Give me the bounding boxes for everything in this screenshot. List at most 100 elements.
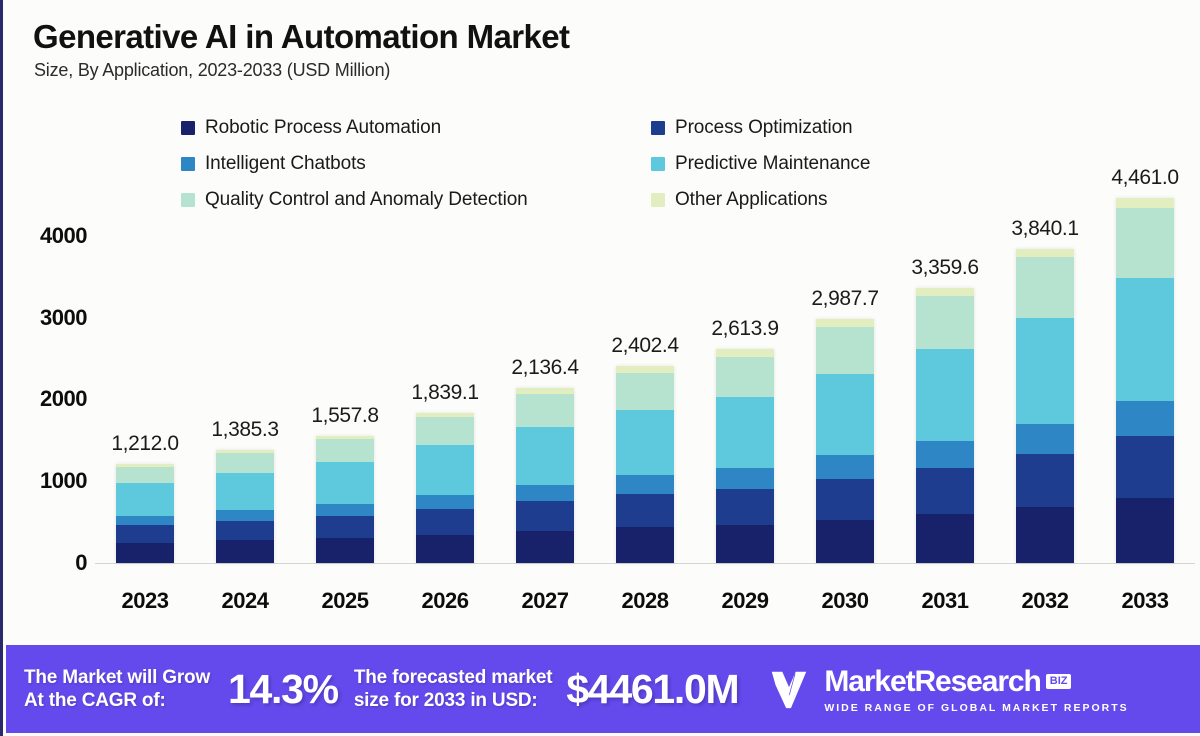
bar-segment [616, 526, 674, 563]
legend-swatch-icon [651, 157, 665, 171]
cagr-caption-line1: The Market will Grow [24, 666, 211, 688]
bar-segment [516, 530, 574, 563]
bar-segment [1016, 248, 1074, 258]
legend-swatch-icon [181, 157, 195, 171]
chart-legend: Robotic Process Automation Process Optim… [181, 110, 941, 218]
x-axis-tick-2033: 2033 [1121, 588, 1169, 613]
bar-segment [916, 295, 974, 350]
bars-layer [95, 0, 1195, 563]
bar-segment [916, 288, 974, 296]
footer-banner: The Market will Grow At the CAGR of: 14.… [6, 645, 1200, 733]
bar-segment [216, 520, 274, 541]
legend-swatch-icon [651, 193, 665, 207]
legend-item-process-optimization[interactable]: Process Optimization [651, 117, 941, 139]
bar-2032[interactable] [1016, 248, 1074, 563]
cagr-caption: The Market will Grow At the CAGR of: [24, 666, 210, 712]
bar-segment [116, 463, 174, 467]
legend-item-predictive-maintenance[interactable]: Predictive Maintenance [651, 153, 941, 175]
x-axis-tick-2025: 2025 [321, 588, 369, 613]
bar-segment [416, 509, 474, 535]
bar-2033[interactable] [1116, 198, 1174, 563]
brand-logo[interactable]: MarketResearch BIZ WIDE RANGE OF GLOBAL … [766, 665, 1128, 714]
bar-segment [816, 318, 874, 327]
legend-item-label: Robotic Process Automation [205, 117, 442, 138]
bar-segment [1016, 507, 1074, 563]
bar-segment [216, 509, 274, 521]
forecast-caption-line2: size for 2033 in USD: [353, 690, 538, 711]
brand-badge: BIZ [1045, 674, 1072, 689]
bar-segment [316, 516, 374, 539]
bar-segment [1116, 207, 1174, 279]
legend-item-other-applications[interactable]: Other Applications [651, 189, 941, 211]
bar-2024[interactable] [216, 449, 274, 563]
bar-segment [316, 461, 374, 505]
brand-name-row: MarketResearch BIZ [824, 665, 1128, 699]
bar-segment [416, 534, 474, 563]
bar-segment [816, 455, 874, 479]
bar-segment [116, 483, 174, 516]
bar-value-label: 1,212.0 [111, 431, 179, 455]
bar-segment [216, 472, 274, 510]
bar-segment [416, 416, 474, 445]
legend-swatch-icon [651, 121, 665, 135]
legend-item-label: Intelligent Chatbots [205, 153, 366, 174]
bar-segment [916, 467, 974, 514]
bar-segment [316, 538, 374, 563]
bar-segment [916, 441, 974, 468]
bar-value-label: 2,402.4 [611, 334, 679, 358]
bar-2025[interactable] [316, 435, 374, 563]
bar-segment [716, 468, 774, 489]
cagr-caption-line2: At the CAGR of: [24, 690, 166, 711]
legend-item-label: Quality Control and Anomaly Detection [205, 189, 528, 210]
y-axis-tick-0: 0 [75, 550, 87, 575]
bar-segment [816, 326, 874, 374]
bar-value-label: 1,385.3 [211, 417, 279, 441]
bar-value-label: 3,840.1 [1011, 216, 1079, 240]
bar-value-label: 3,359.6 [911, 256, 979, 280]
bar-segment [516, 501, 574, 531]
legend-item-label: Predictive Maintenance [675, 153, 871, 174]
x-axis-tick-2024: 2024 [221, 588, 269, 613]
bar-segment [216, 449, 274, 453]
bar-segment [1016, 423, 1074, 455]
bar-2028[interactable] [616, 366, 674, 563]
cagr-value: 14.3% [228, 665, 339, 712]
bar-segment [216, 452, 274, 473]
bar-2029[interactable] [716, 349, 774, 563]
x-axis-tick-2031: 2031 [921, 588, 969, 613]
legend-item-quality-control-and-anomaly-detection[interactable]: Quality Control and Anomaly Detection [181, 189, 651, 211]
bar-2027[interactable] [516, 388, 574, 563]
bar-segment [316, 439, 374, 462]
bar-segment [716, 524, 774, 563]
brand-text: MarketResearch BIZ WIDE RANGE OF GLOBAL … [824, 665, 1128, 714]
bar-segment [516, 388, 574, 395]
bar-segment [316, 504, 374, 517]
bar-segment [716, 356, 774, 397]
y-axis-tick-3000: 3000 [40, 304, 87, 330]
bar-segment [716, 349, 774, 357]
brand-name: MarketResearch [824, 664, 1042, 698]
legend-item-label: Process Optimization [675, 117, 853, 138]
bar-2023[interactable] [116, 463, 174, 563]
bar-segment [716, 488, 774, 525]
brand-tagline: WIDE RANGE OF GLOBAL MARKET REPORTS [824, 701, 1129, 714]
bar-2030[interactable] [816, 318, 874, 563]
bar-value-label: 1,839.1 [411, 380, 479, 404]
bar-2031[interactable] [916, 288, 974, 563]
x-axis-tick-2027: 2027 [521, 588, 569, 613]
legend-item-robotic-process-automation[interactable]: Robotic Process Automation [181, 117, 651, 139]
x-axis-baseline [95, 563, 1195, 564]
bar-value-label: 2,613.9 [711, 317, 779, 341]
bar-segment [816, 519, 874, 563]
page-subtitle: Size, By Application, 2023-2033 (USD Mil… [34, 60, 391, 80]
bar-segment [1016, 318, 1074, 424]
bar-segment [816, 478, 874, 520]
bar-segment [516, 426, 574, 485]
bar-segment [1116, 198, 1174, 208]
legend-item-intelligent-chatbots[interactable]: Intelligent Chatbots [181, 153, 651, 175]
bar-2026[interactable] [416, 412, 474, 563]
bar-segment [916, 513, 974, 563]
legend-swatch-icon [181, 193, 195, 207]
forecast-value: $4461.0M [566, 665, 739, 712]
